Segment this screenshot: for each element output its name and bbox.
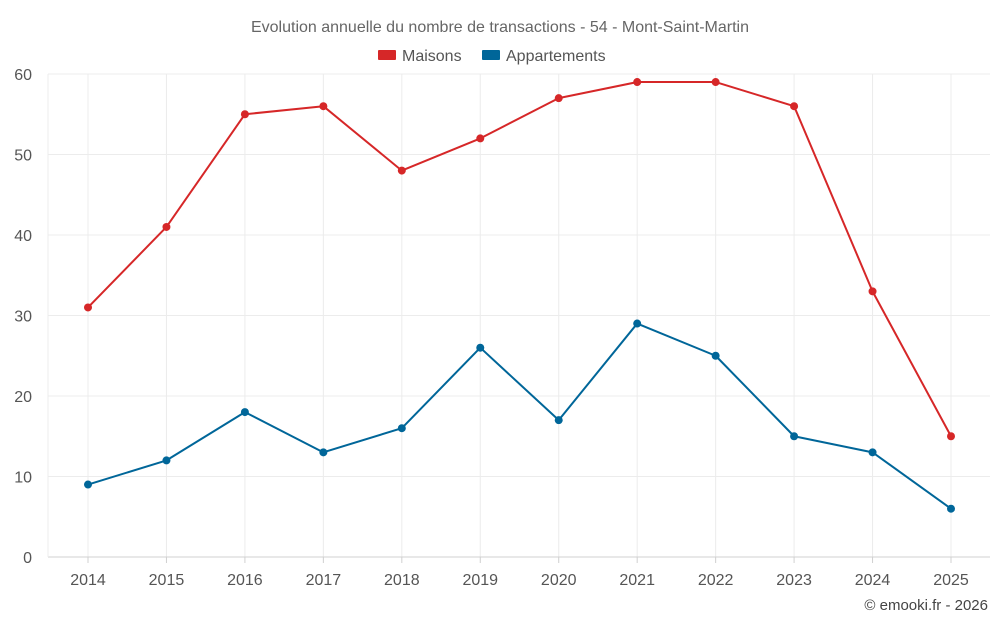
x-tick-label: 2023 — [776, 572, 812, 589]
credit-text: © emooki.fr - 2026 — [864, 597, 988, 614]
y-tick-label: 30 — [14, 309, 32, 326]
data-point-appartements[interactable] — [947, 504, 955, 513]
data-point-appartements[interactable] — [633, 319, 642, 328]
legend-item-appartements[interactable]: Appartements — [482, 48, 606, 65]
y-tick-label: 60 — [14, 67, 32, 84]
chart-series — [84, 78, 955, 513]
x-tick-label: 2022 — [698, 572, 734, 589]
data-point-maisons[interactable] — [397, 166, 406, 175]
data-point-maisons[interactable] — [319, 102, 328, 111]
legend-swatch-appartements — [482, 50, 500, 60]
series-line-maisons — [87, 81, 952, 438]
data-point-maisons[interactable] — [240, 110, 249, 119]
series-line-appartements — [87, 322, 952, 510]
data-point-appartements[interactable] — [868, 448, 877, 457]
x-tick-label: 2020 — [541, 572, 577, 589]
data-point-appartements[interactable] — [397, 424, 406, 433]
data-point-appartements[interactable] — [162, 456, 171, 465]
data-point-maisons[interactable] — [162, 222, 171, 231]
legend-label-maisons: Maisons — [402, 48, 462, 65]
x-tick-label: 2015 — [149, 572, 185, 589]
y-tick-label: 50 — [14, 148, 32, 165]
legend-item-maisons[interactable]: Maisons — [378, 48, 462, 65]
data-point-maisons[interactable] — [790, 102, 799, 111]
data-point-maisons[interactable] — [633, 78, 642, 87]
x-tick-label: 2024 — [855, 572, 891, 589]
chart-title: Evolution annuelle du nombre de transact… — [251, 19, 749, 36]
y-tick-label: 10 — [14, 470, 32, 487]
x-tick-label: 2014 — [70, 572, 106, 589]
data-point-maisons[interactable] — [84, 303, 92, 312]
data-point-appartements[interactable] — [319, 448, 328, 457]
data-point-appartements[interactable] — [790, 432, 799, 441]
x-tick-label: 2021 — [619, 572, 655, 589]
data-point-appartements[interactable] — [84, 480, 92, 489]
data-point-appartements[interactable] — [476, 343, 485, 352]
data-point-maisons[interactable] — [711, 78, 720, 87]
chart-legend: Maisons Appartements — [378, 48, 606, 65]
y-tick-label: 40 — [14, 228, 32, 245]
x-tick-label: 2016 — [227, 572, 263, 589]
data-point-appartements[interactable] — [711, 351, 720, 360]
legend-swatch-maisons — [378, 50, 396, 60]
y-tick-label: 0 — [23, 550, 32, 567]
x-tick-label: 2017 — [306, 572, 342, 589]
data-point-appartements[interactable] — [554, 416, 563, 425]
data-point-maisons[interactable] — [476, 134, 485, 143]
data-point-maisons[interactable] — [554, 94, 563, 103]
data-point-appartements[interactable] — [240, 408, 249, 417]
x-tick-label: 2018 — [384, 572, 420, 589]
legend-label-appartements: Appartements — [506, 48, 606, 65]
data-point-maisons[interactable] — [868, 287, 877, 296]
chart-grid — [48, 73, 990, 557]
x-tick-label: 2025 — [933, 572, 969, 589]
data-point-maisons[interactable] — [947, 432, 955, 441]
chart-axes: 0 10 20 30 40 50 60 2014 2015 2016 2017 2018 2019 202… — [14, 67, 990, 589]
y-tick-label: 20 — [14, 389, 32, 406]
x-tick-label: 2019 — [462, 572, 498, 589]
